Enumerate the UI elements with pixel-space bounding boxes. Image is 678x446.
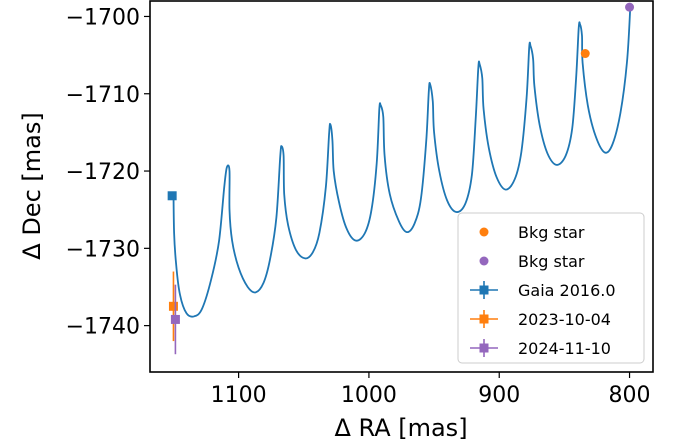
legend-marker [479, 256, 489, 266]
legend-entry: Gaia 2016.0 [470, 281, 616, 300]
y-tick-label: −1720 [66, 160, 140, 185]
x-tick-label: 900 [478, 383, 520, 408]
measurement-point [167, 191, 177, 201]
y-tick-label: −1700 [66, 5, 140, 30]
measurement-point [170, 284, 180, 355]
x-axis: 1100 1000 900 800 [211, 372, 651, 408]
legend-entry: Bkg star [479, 252, 585, 271]
legend-label: 2024-11-10 [518, 339, 611, 358]
legend-entry: Bkg star [479, 223, 585, 242]
measurement-point [168, 271, 178, 342]
y-tick-label: −1710 [66, 83, 140, 108]
legend-box [457, 212, 645, 364]
plot-content [167, 2, 635, 355]
x-tick-label: 800 [609, 383, 651, 408]
legend: Bkg star Bkg star Gaia 2016.0 2023-10-04 202… [457, 212, 645, 364]
background-star-track [172, 8, 632, 318]
legend-label: 2023-10-04 [518, 310, 611, 329]
y-tick-label: −1740 [66, 315, 140, 340]
legend-label: Gaia 2016.0 [518, 281, 616, 300]
measurement-marker [168, 301, 178, 311]
legend-entry: 2023-10-04 [470, 310, 611, 329]
legend-marker [479, 343, 489, 353]
plot-frame [149, 0, 654, 373]
x-tick-label: 1000 [341, 383, 397, 408]
legend-label: Bkg star [518, 252, 585, 271]
legend-marker [479, 314, 489, 324]
bkg-star-point [625, 2, 635, 12]
legend-entry: 2024-11-10 [470, 339, 611, 358]
y-axis: −1700 −1710 −1720 −1730 −1740 [66, 5, 150, 340]
legend-marker [479, 285, 489, 295]
y-axis-label: Δ Dec [mas] [18, 112, 46, 259]
measurement-marker [170, 314, 180, 324]
legend-label: Bkg star [518, 223, 585, 242]
x-tick-label: 1100 [211, 383, 267, 408]
y-tick-label: −1730 [66, 237, 140, 262]
measurement-marker [167, 191, 177, 201]
x-axis-label: Δ RA [mas] [334, 414, 467, 442]
legend-marker [479, 227, 489, 237]
bkg-star-point [580, 49, 590, 59]
